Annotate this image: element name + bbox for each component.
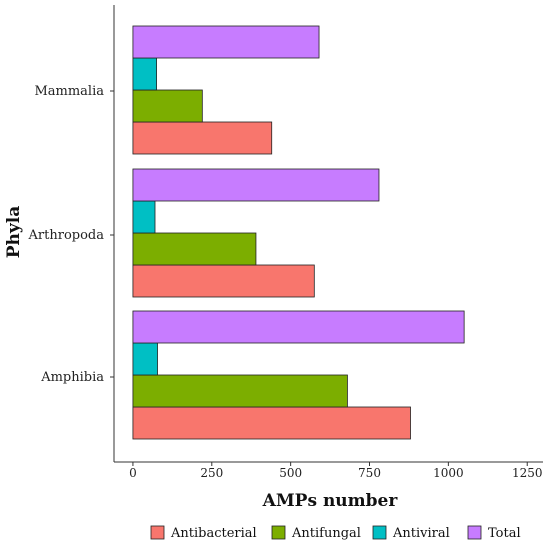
bar-mammalia-antifungal [132,89,203,123]
bar-mammalia-antiviral [132,57,157,91]
legend-swatch-antifungal [271,525,286,540]
legend: Antibacterial Antifungal Antiviral Total [150,525,521,541]
x-tick-label: 500 [279,466,302,480]
y-tick-label: Mammalia [34,84,104,99]
bar-mammalia-antibacterial [132,121,273,155]
bar-amphibia-total [132,310,465,344]
bar-arthropoda-antifungal [132,232,257,266]
plot-area [132,25,465,440]
legend-label-antiviral: Antiviral [392,526,450,541]
x-axis-title: AMPs number [262,491,399,511]
bar-arthropoda-antiviral [132,200,156,234]
bar-amphibia-antifungal [132,374,348,408]
x-tick-label: 0 [129,466,137,480]
legend-swatch-antibacterial [150,525,165,540]
bar-mammalia-total [132,25,320,59]
legend-label-antibacterial: Antibacterial [170,526,257,541]
x-tick-label: 250 [200,466,223,480]
x-tick-label: 1000 [433,466,464,480]
x-tick-label: 1250 [512,466,543,480]
y-tick-label: Amphibia [40,370,104,385]
bar-amphibia-antiviral [132,342,158,376]
y-tick-label: Arthropoda [28,228,105,243]
axes: Mammalia Arthropoda Amphibia 0 250 500 750 1000… [28,5,543,480]
bar-arthropoda-antibacterial [132,264,315,298]
legend-label-total: Total [488,526,521,541]
x-tick-label: 750 [358,466,381,480]
y-axis-title: Phyla [4,206,24,259]
legend-swatch-total [467,525,482,540]
legend-swatch-antiviral [372,525,387,540]
legend-label-antifungal: Antifungal [291,526,361,541]
bar-amphibia-antibacterial [132,406,411,440]
bar-arthropoda-total [132,168,380,202]
